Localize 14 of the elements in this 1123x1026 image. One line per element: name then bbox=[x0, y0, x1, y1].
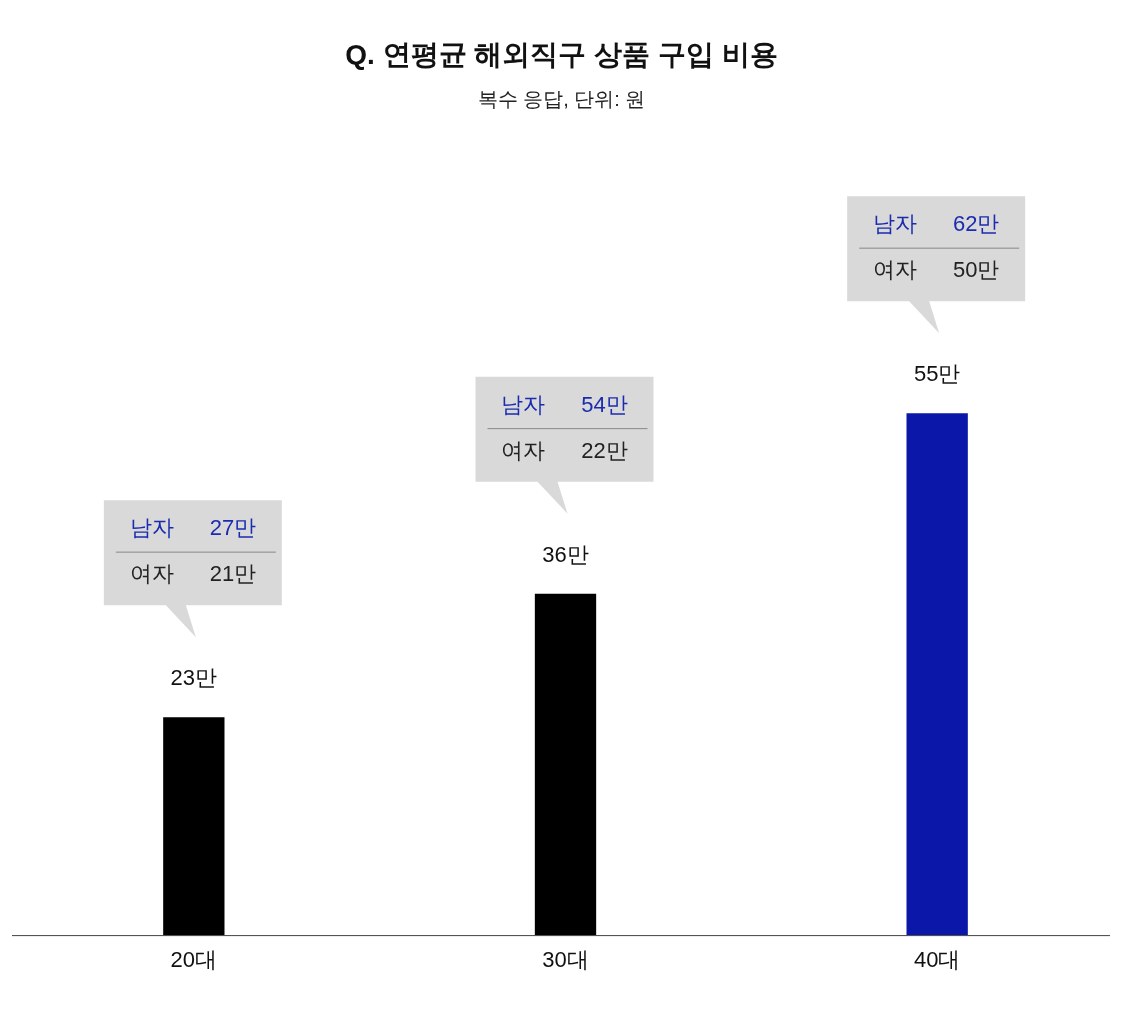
annotation: 여자 21만 bbox=[129, 561, 257, 587]
annotation: 남자 54만 bbox=[501, 391, 628, 417]
chart-subtitle: 복수 응답, 단위: 원 bbox=[476, 87, 647, 112]
chart-title: Q. 연평균 해외직구 상품 구입 비용 bbox=[344, 38, 779, 72]
x-tick-label: 20대 bbox=[170, 946, 218, 972]
data-label: 23만 bbox=[170, 665, 218, 691]
x-tick-label: 40대 bbox=[913, 946, 961, 972]
data-label: 36만 bbox=[542, 541, 589, 567]
x-tick-label: 30대 bbox=[542, 946, 589, 972]
annotation: 여자 22만 bbox=[501, 437, 628, 463]
annotation: 남자 27만 bbox=[129, 515, 257, 541]
text: 여자 50만 bbox=[872, 257, 1000, 283]
text: 남자 62만 bbox=[872, 211, 1000, 237]
data-label: 55만 bbox=[913, 361, 961, 387]
